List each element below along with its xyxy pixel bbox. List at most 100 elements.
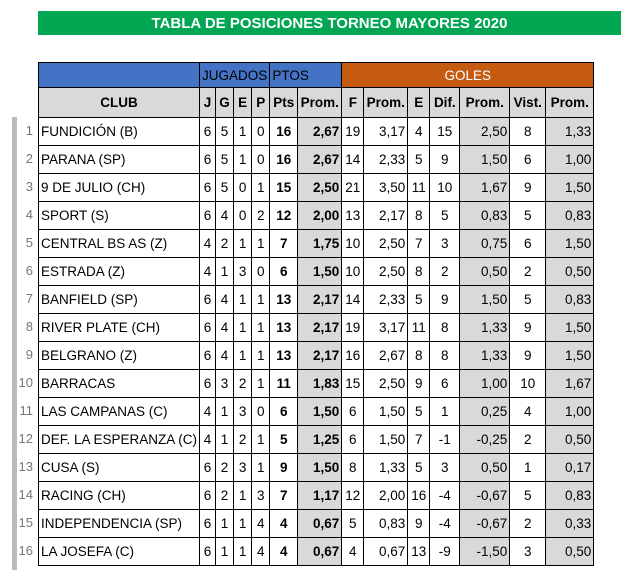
cell-vist: 5	[509, 481, 547, 510]
table-row: LAS CAMPANAS (C) 4 1 3 0 6 1,50 6 1,50 5 1 0,25 4 1,0…	[37, 397, 595, 426]
cell-j: 4	[199, 425, 216, 454]
col-p: P	[251, 87, 271, 118]
cell-g: 1	[214, 509, 235, 538]
cell-f-prom: 3,50	[363, 173, 409, 202]
cell-dif-prom: -0,67	[459, 509, 511, 538]
cell-g: 4	[214, 313, 235, 342]
cell-e: 2	[233, 425, 253, 454]
cell-pts: 7	[269, 229, 299, 258]
cell-pts: 6	[269, 397, 299, 426]
cell-f: 5	[341, 509, 365, 538]
cell-f-prom: 1,33	[363, 453, 409, 482]
cell-e-goals: 11	[407, 173, 431, 202]
gutter-line	[12, 117, 17, 570]
cell-dif: 10	[429, 173, 461, 202]
cell-vist-prom: 0,83	[545, 481, 595, 510]
cell-e: 1	[233, 537, 253, 566]
cell-f-prom: 2,33	[363, 145, 409, 174]
cell-vist-prom: 0,50	[545, 425, 595, 454]
row-number: 15	[18, 515, 33, 530]
club: ESTRADA (Z)	[37, 257, 201, 286]
club: BARRACAS	[37, 369, 201, 398]
cell-f: 19	[341, 117, 365, 146]
cell-pts: 4	[269, 509, 299, 538]
table-row: ESTRADA (Z) 4 1 3 0 6 1,50 10 2,50 8 2 0,50 2 0,50	[37, 257, 595, 286]
col-f: F	[341, 87, 365, 118]
club: 9 DE JULIO (CH)	[37, 173, 201, 202]
cell-f: 14	[341, 145, 365, 174]
cell-e-goals: 8	[407, 201, 431, 230]
table-row: CUSA (S) 6 2 3 1 9 1,50 8 1,33 5 3 0,50 1 0,17	[37, 453, 595, 482]
cell-dif-prom: 0,83	[459, 201, 511, 230]
standings-table: JUGADOS PTOS GOLES CLUB J G E P Pts Prom…	[37, 62, 595, 566]
cell-vist: 9	[509, 341, 547, 370]
row-number: 8	[25, 319, 33, 334]
cell-e-goals: 7	[407, 425, 431, 454]
cell-g: 4	[214, 341, 235, 370]
cell-g: 1	[214, 537, 235, 566]
cell-vist: 5	[509, 201, 547, 230]
cell-g: 4	[214, 285, 235, 314]
cell-g: 2	[214, 453, 235, 482]
cell-dif: -9	[429, 537, 461, 566]
cell-p: 1	[251, 369, 271, 398]
cell-p: 0	[251, 397, 271, 426]
cell-f: 10	[341, 257, 365, 286]
cell-dif-prom: 0,50	[459, 257, 511, 286]
goles-header: GOLES	[341, 62, 595, 88]
cell-prom: 1,50	[297, 257, 343, 286]
cell-prom: 2,67	[297, 117, 343, 146]
cell-prom: 2,17	[297, 313, 343, 342]
cell-dif-prom: 1,33	[459, 341, 511, 370]
row-number: 14	[18, 487, 33, 502]
cell-prom: 0,67	[297, 509, 343, 538]
cell-f: 13	[341, 201, 365, 230]
cell-f: 21	[341, 173, 365, 202]
cell-p: 1	[251, 229, 271, 258]
table-row: CENTRAL BS AS (Z) 4 2 1 1 7 1,75 10 2,50 7 3 0,75 6 1…	[37, 229, 595, 258]
row-number: 7	[25, 291, 33, 306]
cell-vist: 3	[509, 537, 547, 566]
cell-f-prom: 2,67	[363, 341, 409, 370]
club: RIVER PLATE (CH)	[37, 313, 201, 342]
cell-prom: 2,17	[297, 285, 343, 314]
cell-g: 1	[214, 397, 235, 426]
col-f-prom: Prom.	[363, 87, 409, 118]
cell-dif-prom: 2,50	[459, 117, 511, 146]
cell-vist-prom: 1,50	[545, 341, 595, 370]
cell-f-prom: 2,00	[363, 481, 409, 510]
club: CUSA (S)	[37, 453, 201, 482]
table-row: PARANA (SP) 6 5 1 0 16 2,67 14 2,33 5 9 1,50 6 1,00	[37, 145, 595, 174]
cell-e: 3	[233, 397, 253, 426]
cell-vist: 6	[509, 145, 547, 174]
cell-j: 6	[199, 369, 216, 398]
cell-dif: 9	[429, 145, 461, 174]
cell-dif: 2	[429, 257, 461, 286]
row-number: 1	[25, 123, 33, 138]
cell-vist: 4	[509, 397, 547, 426]
cell-dif: 5	[429, 201, 461, 230]
cell-f: 15	[341, 369, 365, 398]
cell-prom: 0,67	[297, 537, 343, 566]
cell-e: 1	[233, 313, 253, 342]
row-number: 3	[25, 179, 33, 194]
cell-vist-prom: 0,33	[545, 509, 595, 538]
club: PARANA (SP)	[37, 145, 201, 174]
cell-e: 3	[233, 453, 253, 482]
cell-vist-prom: 1,50	[545, 229, 595, 258]
club: BELGRANO (Z)	[37, 341, 201, 370]
club: LA JOSEFA (C)	[37, 537, 201, 566]
cell-vist: 2	[509, 257, 547, 286]
cell-p: 0	[251, 117, 271, 146]
cell-vist: 8	[509, 117, 547, 146]
cell-e: 0	[233, 173, 253, 202]
cell-p: 3	[251, 481, 271, 510]
cell-vist-prom: 0,83	[545, 201, 595, 230]
table-row: RACING (CH) 6 2 1 3 7 1,17 12 2,00 16 -4 -0,67 5 0,83	[37, 481, 595, 510]
col-pts: Pts	[269, 87, 299, 118]
cell-vist-prom: 0,50	[545, 257, 595, 286]
cell-dif: -1	[429, 425, 461, 454]
row-number: 12	[18, 431, 33, 446]
cell-e: 0	[233, 201, 253, 230]
cell-dif: 3	[429, 453, 461, 482]
